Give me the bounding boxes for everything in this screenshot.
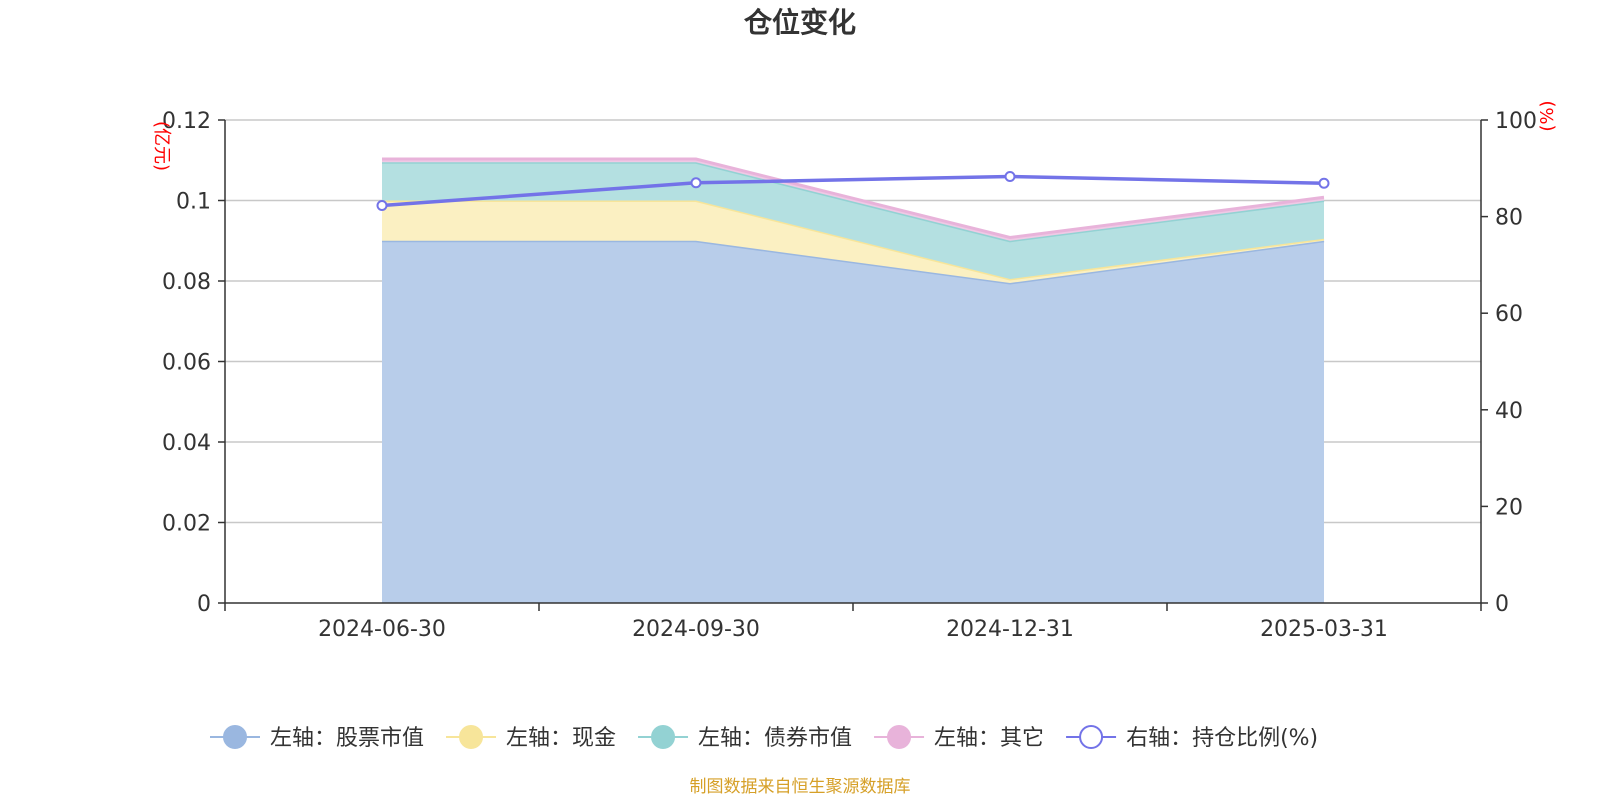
x-axis-tick-label: 2024-06-30 [318, 617, 446, 642]
left-axis-tick-label: 0.08 [162, 270, 211, 295]
x-axis-tick-label: 2024-12-31 [946, 617, 1074, 642]
chart-title: 仓位变化 [744, 6, 856, 39]
ratio-line-point [1004, 171, 1016, 183]
legend-marker [223, 725, 247, 749]
left-axis-tick-label: 0.06 [162, 351, 211, 376]
ratio-line-point [1318, 177, 1330, 189]
ratio-line-point [376, 199, 388, 211]
legend-label: 左轴：现金 [506, 726, 616, 751]
axes: 0 0.02 0.04 0.06 0.08 0.1 0.12 0 20 40 60 80 100 2024… [151, 100, 1558, 642]
position-ratio-line [376, 171, 1330, 211]
legend-label: 左轴：股票市值 [270, 726, 424, 751]
left-axis-tick-label: 0.1 [176, 190, 211, 215]
legend-item-2: 左轴：现金 [446, 725, 616, 751]
area-series-edge-4 [382, 157, 1325, 240]
area-series-4 [382, 159, 1324, 241]
left-axis-tick-label: 0 [197, 592, 211, 617]
left-axis-unit: (亿元) [151, 121, 172, 171]
right-axis-tick-label: 40 [1495, 399, 1523, 424]
source-note: 制图数据来自恒生聚源数据库 [690, 777, 911, 797]
area-series-3 [382, 162, 1324, 279]
ratio-line-path [381, 174, 1325, 208]
legend: 左轴：股票市值 左轴：现金 左轴：债券市值 左轴：其它 右轴：持仓比例(%) [210, 725, 1318, 751]
legend-item-5: 右轴：持仓比例(%) [1066, 725, 1318, 751]
area-series-1 [382, 240, 1324, 604]
legend-label: 右轴：持仓比例(%) [1126, 726, 1318, 751]
legend-marker [459, 725, 484, 749]
right-axis-unit: (%) [1537, 100, 1558, 131]
right-axis-tick-label: 60 [1495, 302, 1523, 327]
left-axis-tick-label: 0.04 [162, 431, 211, 456]
right-axis-tick-label: 80 [1495, 206, 1523, 231]
legend-marker [887, 725, 912, 749]
legend-label: 左轴：债券市值 [698, 726, 852, 751]
right-axis-tick-label: 100 [1495, 109, 1537, 134]
legend-label: 左轴：其它 [934, 726, 1044, 751]
left-axis-tick-label: 0.02 [162, 512, 211, 537]
x-axis-tick-label: 2024-09-30 [632, 617, 760, 642]
x-axis-tick-label: 2025-03-31 [1260, 617, 1388, 642]
legend-item-3: 左轴：债券市值 [638, 725, 852, 751]
legend-marker [651, 725, 676, 749]
right-axis-tick-label: 20 [1495, 495, 1523, 520]
area-series-2 [382, 200, 1324, 283]
ratio-line-point [690, 177, 702, 189]
right-axis-tick-label: 0 [1495, 592, 1509, 617]
legend-item-1: 左轴：股票市值 [210, 725, 424, 751]
legend-item-4: 左轴：其它 [874, 725, 1044, 751]
left-axis-tick-label: 0.12 [162, 109, 211, 134]
stacked-areas [382, 157, 1325, 604]
legend-marker [1079, 725, 1104, 749]
